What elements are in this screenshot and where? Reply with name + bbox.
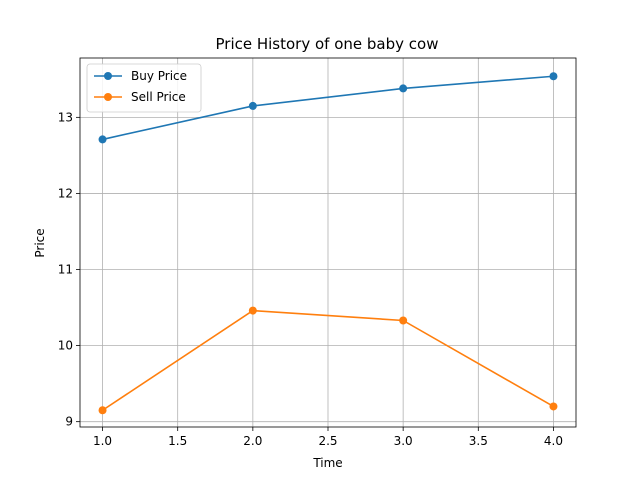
x-tick-label: 3.5 <box>469 434 488 448</box>
y-tick-label: 11 <box>58 263 73 277</box>
series-line <box>102 75 554 141</box>
grid <box>80 58 576 427</box>
y-tick-label: 9 <box>65 415 73 429</box>
x-tick-label: 4.0 <box>544 434 563 448</box>
series-layer <box>98 72 558 415</box>
data-point <box>399 84 408 93</box>
x-tick-label: 2.0 <box>243 434 262 448</box>
legend-label: Buy Price <box>131 69 187 83</box>
data-point <box>549 72 558 81</box>
data-point <box>248 101 257 110</box>
y-tick-label: 13 <box>58 110 73 124</box>
y-tick-label: 10 <box>58 339 73 353</box>
legend-swatch-marker <box>104 93 112 101</box>
data-point <box>399 316 408 325</box>
x-tick-label: 2.5 <box>318 434 337 448</box>
ticks: 1.0 1.5 2.0 2.5 3.0 3.5 4.0 9 10 11 12 13 <box>58 110 563 448</box>
data-point <box>248 306 257 315</box>
x-tick-label: 1.0 <box>93 434 112 448</box>
x-tick-label: 3.0 <box>394 434 413 448</box>
x-axis-title: Time <box>312 456 342 470</box>
chart-title: Price History of one baby cow <box>216 35 439 53</box>
data-point <box>549 402 558 411</box>
legend-swatch-marker <box>104 72 112 80</box>
x-tick-label: 1.5 <box>168 434 187 448</box>
y-tick-label: 12 <box>58 186 73 200</box>
legend-label: Sell Price <box>131 90 186 104</box>
data-point <box>98 135 107 144</box>
legend: Buy Price Sell Price <box>86 63 202 113</box>
series-line <box>102 309 554 411</box>
y-axis-title: Price <box>33 228 47 257</box>
data-point <box>98 406 107 415</box>
